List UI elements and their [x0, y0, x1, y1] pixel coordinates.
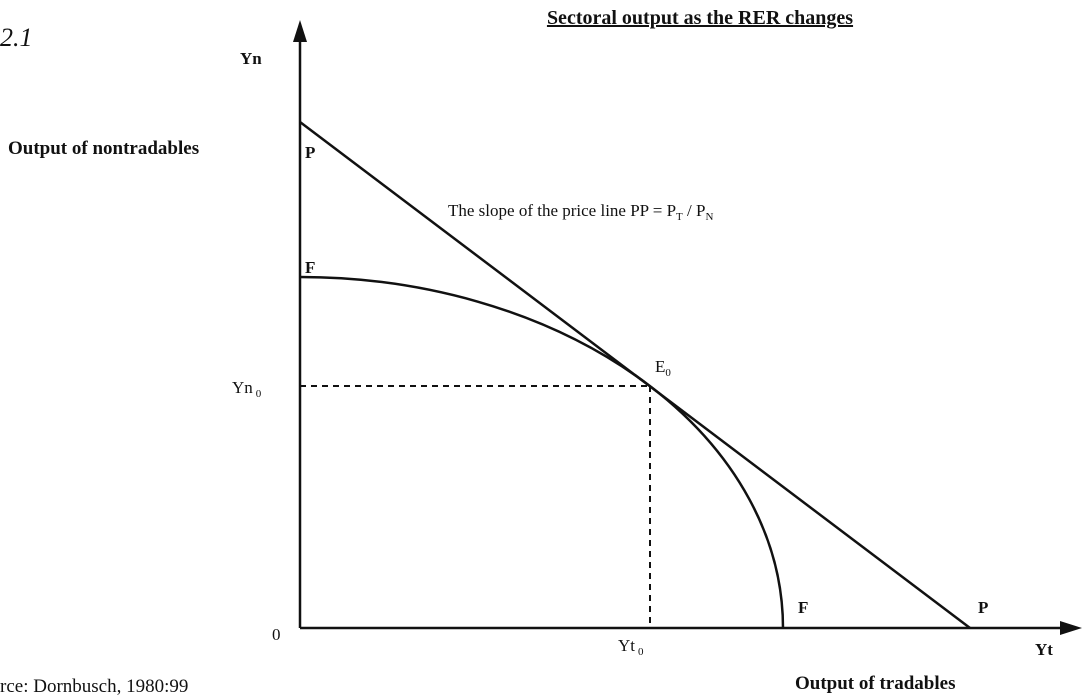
label-sub: 0	[638, 646, 644, 658]
x-axis-description: Output of tradables	[795, 673, 955, 694]
price-start-label: P	[305, 143, 315, 162]
frontier-end-label: F	[798, 598, 808, 617]
annotation-text: The slope of the price line PP = P	[448, 201, 676, 220]
x-axis-label: Yt	[1035, 640, 1053, 659]
annotation-text: / P	[683, 201, 706, 220]
label-text: Yn	[232, 378, 253, 397]
title: Sectoral output as the RER changes	[547, 7, 853, 29]
y-axis-label: Yn	[240, 49, 262, 68]
figure-number: 2.1	[0, 23, 33, 52]
annotation-sub: T	[676, 211, 683, 223]
label-text: E	[655, 357, 665, 376]
label-sub: 0	[665, 367, 671, 379]
y-axis-arrow	[293, 20, 307, 42]
y-axis-description: Output of nontradables	[8, 138, 199, 159]
x-axis-arrow	[1060, 621, 1082, 635]
origin-label: 0	[272, 625, 281, 644]
production-frontier	[299, 275, 785, 629]
frontier-start-label: F	[305, 258, 315, 277]
equilibrium-label: E0	[655, 357, 671, 379]
price-annotation: The slope of the price line PP = PT / PN	[448, 201, 713, 223]
label-sub: 0	[256, 388, 262, 400]
price-end-label: P	[978, 598, 988, 617]
label-text: Yt	[618, 636, 635, 655]
source: rce: Dornbusch, 1980:99	[0, 676, 188, 697]
yn0-label: Yn 0	[232, 378, 262, 400]
annotation-sub: N	[705, 211, 713, 223]
yt0-label: Yt 0	[618, 636, 644, 658]
